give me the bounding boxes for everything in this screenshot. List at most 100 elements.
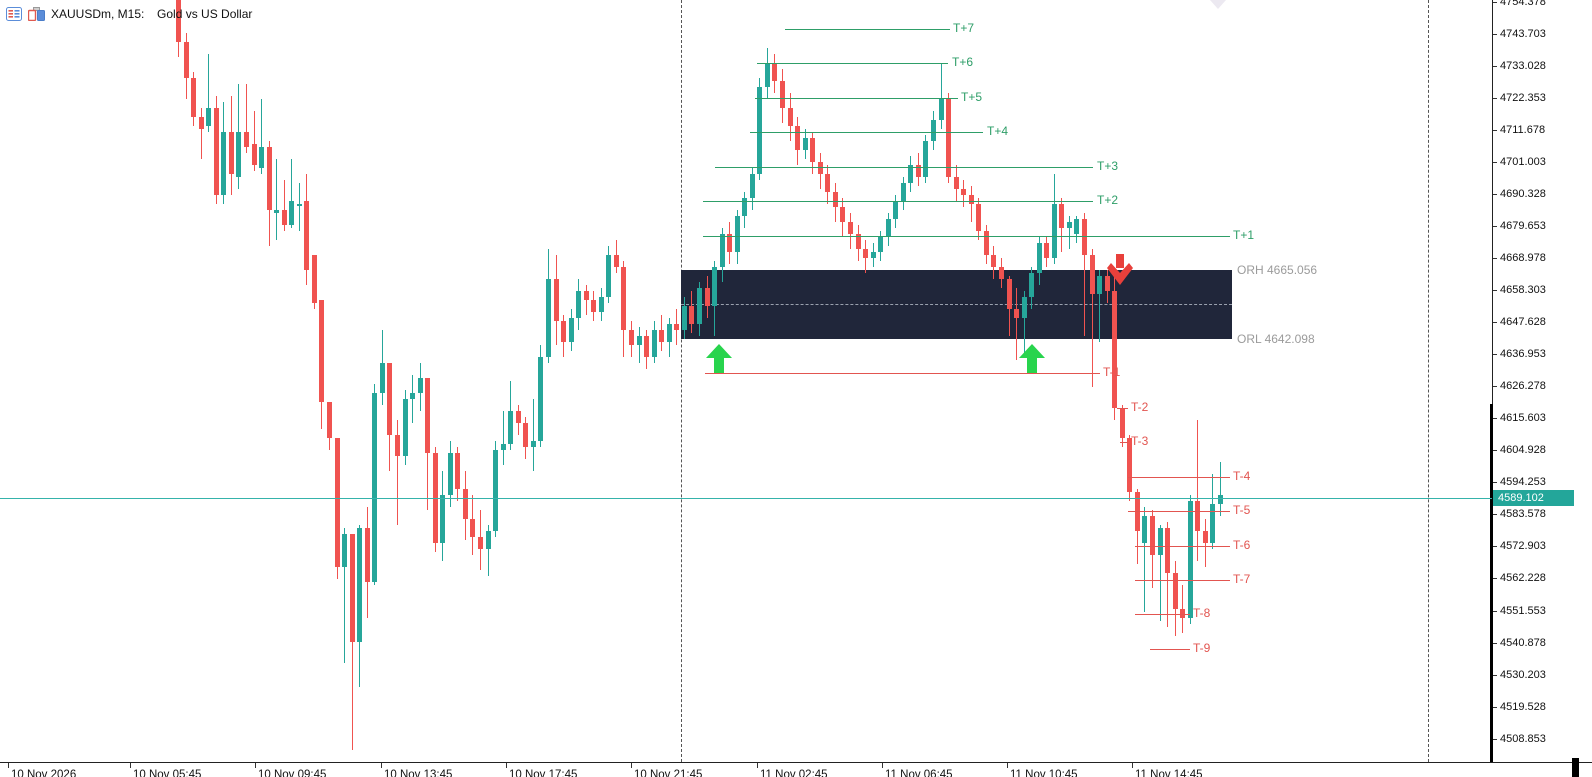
candle-wick [586,285,587,316]
candle-body [274,210,279,214]
candle-body [221,132,226,196]
candle-body [1037,243,1042,274]
candle-body [735,216,740,253]
candle-body [214,108,219,196]
sell-arrow-icon [1107,254,1133,290]
candle-wick [291,159,292,229]
candle-body [1158,528,1163,556]
time-tick-label: 10 Nov 09:45 [258,769,327,777]
chart-windows-icon[interactable] [28,7,45,21]
candle-body [516,411,521,424]
price-tick [1492,706,1497,708]
time-tick [757,763,758,768]
candle-body [1142,516,1147,544]
target-line [750,132,983,134]
window-corner-block [1572,758,1579,777]
candle-wick [1205,519,1206,568]
price-tick [1492,258,1497,260]
candle-wick [1144,507,1145,613]
quotes-panel-icon[interactable] [6,7,22,21]
candle-body [319,300,324,403]
candle-body [289,201,294,226]
price-axis[interactable]: 4754.378 4743.703 4733.028 4722.353 4711.678… [1492,0,1592,762]
candle-body [720,234,725,268]
target-label: T-6 [1233,537,1251,552]
price-tick-label: 4519.528 [1500,700,1546,713]
candle-body [372,393,377,583]
candle-body [1022,297,1027,319]
target-label: T+2 [1097,193,1119,208]
candle-body [380,363,385,394]
candle-body [1210,504,1215,544]
candle-body [954,177,959,190]
target-line [757,63,948,65]
candle-body [206,108,211,127]
current-price-badge: 4589.102 [1493,489,1574,506]
candle-body [705,288,710,307]
candle-body [1188,501,1193,619]
candle-body [893,201,898,220]
price-tick [1492,226,1497,228]
candle-body [440,495,445,544]
chart-canvas[interactable]: ORH 4665.056 ORL 4642.098 T+7 T+6 T+5 T+4 T+… [0,0,1492,762]
target-label: T-5 [1233,503,1251,517]
price-tick [1492,194,1497,196]
target-line [755,97,958,99]
candle-body [591,300,596,313]
orh-label: ORH 4665.056 [1237,263,1318,277]
price-tick [1492,162,1497,164]
candle-wick [503,411,504,466]
candle-body [1090,255,1095,295]
candle-body [1165,528,1170,574]
candle-body [961,189,966,196]
candle-body [886,219,891,238]
candle-body [1173,573,1178,610]
price-tick [1492,450,1497,452]
price-tick [1492,34,1497,35]
candle-body [501,444,506,451]
candle-body [387,363,392,436]
candle-body [621,267,626,331]
target-line [703,235,1230,237]
candle-wick [1084,213,1085,337]
candle-body [176,0,181,43]
candle-body [304,201,309,271]
price-tick-label: 4668.978 [1500,252,1546,265]
time-tick-label: 11 Nov 02:45 [760,769,828,777]
candle-body [1127,438,1132,493]
candle-body [327,402,332,439]
watermark-fragment [1210,0,1226,9]
candle-wick [254,111,255,172]
candle-body [229,132,234,175]
candle-body [750,174,755,199]
time-tick [1132,763,1133,768]
candle-body [689,306,694,325]
time-tick-label: 10 Nov 21:45 [634,769,703,777]
candle-body [455,453,460,490]
chart-title-symbol: XAUUSDm, M15: [51,7,148,21]
candle-body [508,411,513,445]
candle-body [244,132,249,148]
candle-body [1014,309,1019,319]
candle-body [478,537,483,550]
candle-body [259,147,264,169]
price-tick-label: 4572.903 [1500,540,1546,553]
candle-body [803,138,808,151]
candle-body [969,195,974,205]
candle-body [350,534,355,643]
candle-body [282,210,287,226]
candle-body [538,357,543,442]
target-label: T+5 [961,89,983,104]
candle-body [1007,279,1012,310]
price-tick [1492,482,1497,484]
price-tick [1492,642,1497,644]
time-tick [8,763,9,768]
price-tick-label: 4690.328 [1500,188,1546,201]
time-tick-label: 11 Nov 10:45 [1010,769,1078,777]
time-axis[interactable]: 10 Nov 2026 10 Nov 05:45 10 Nov 09:45 10 No… [0,762,1592,777]
candle-body [772,63,777,82]
time-tick-label: 10 Nov 2026 [11,769,77,777]
candle-body [312,255,317,304]
time-tick-label: 11 Nov 14:45 [1135,769,1203,777]
candle-body [523,423,528,448]
